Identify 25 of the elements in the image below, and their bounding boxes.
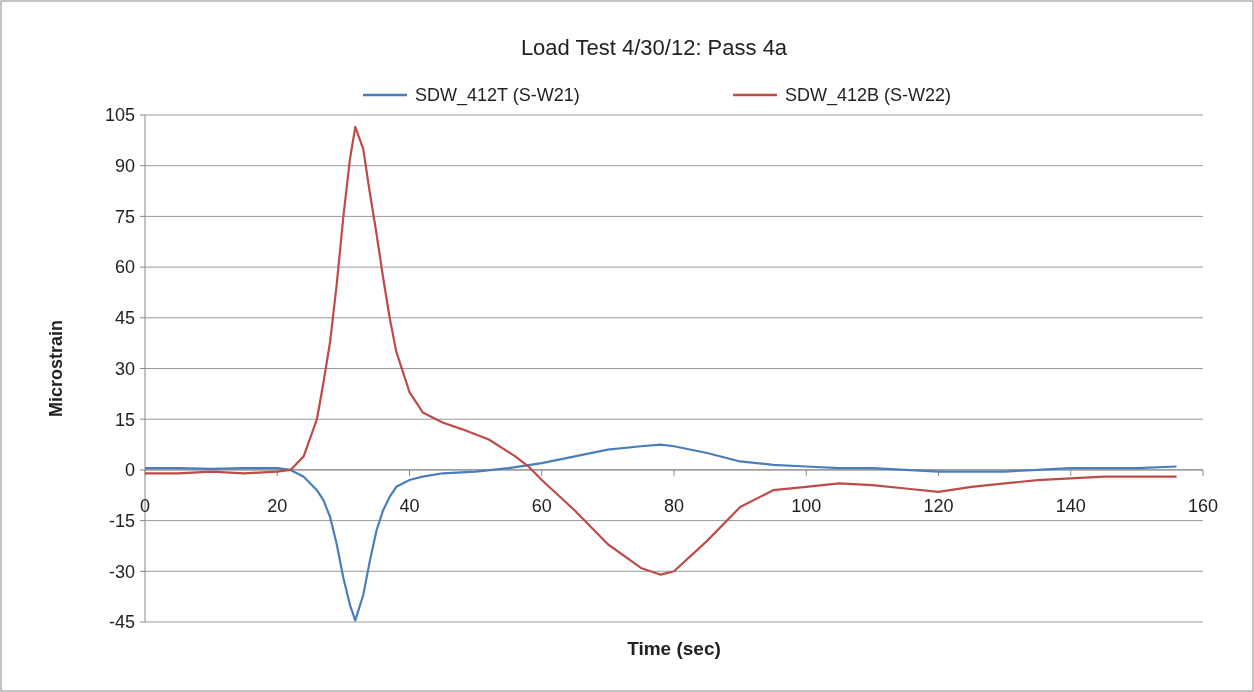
y-tick-label: 60 [114,257,135,278]
x-tick-label: 60 [531,495,552,516]
x-tick-label: 0 [139,495,151,516]
y-tick-label: -15 [108,510,135,531]
x-tick-label: 40 [399,495,420,516]
y-tick-label: 90 [114,156,135,176]
legend-label: SDW_412B (S-W22) [785,85,952,107]
y-tick-label: 15 [114,409,135,430]
y-tick-label: 45 [114,308,135,329]
y-tick-label: 0 [124,460,135,481]
y-tick-label: 30 [114,358,135,379]
x-tick-label: 80 [663,495,685,516]
x-tick-label: 100 [791,495,822,516]
x-tick-label: 20 [267,495,288,516]
x-tick-label: 120 [923,495,954,516]
x-tick-label: 140 [1055,495,1086,516]
x-tick-label: 160 [1187,495,1219,516]
chart-title: Load Test 4/30/12: Pass 4a [520,35,788,60]
legend-label: SDW_412T (S-W21) [415,85,580,107]
y-tick-label: -30 [108,561,135,582]
y-tick-label: 105 [104,105,135,126]
y-tick-label: 75 [114,206,135,227]
y-tick-label: -45 [108,612,135,633]
x-axis-title: Time (sec) [627,638,721,659]
y-axis-title: Microstrain [46,319,66,418]
